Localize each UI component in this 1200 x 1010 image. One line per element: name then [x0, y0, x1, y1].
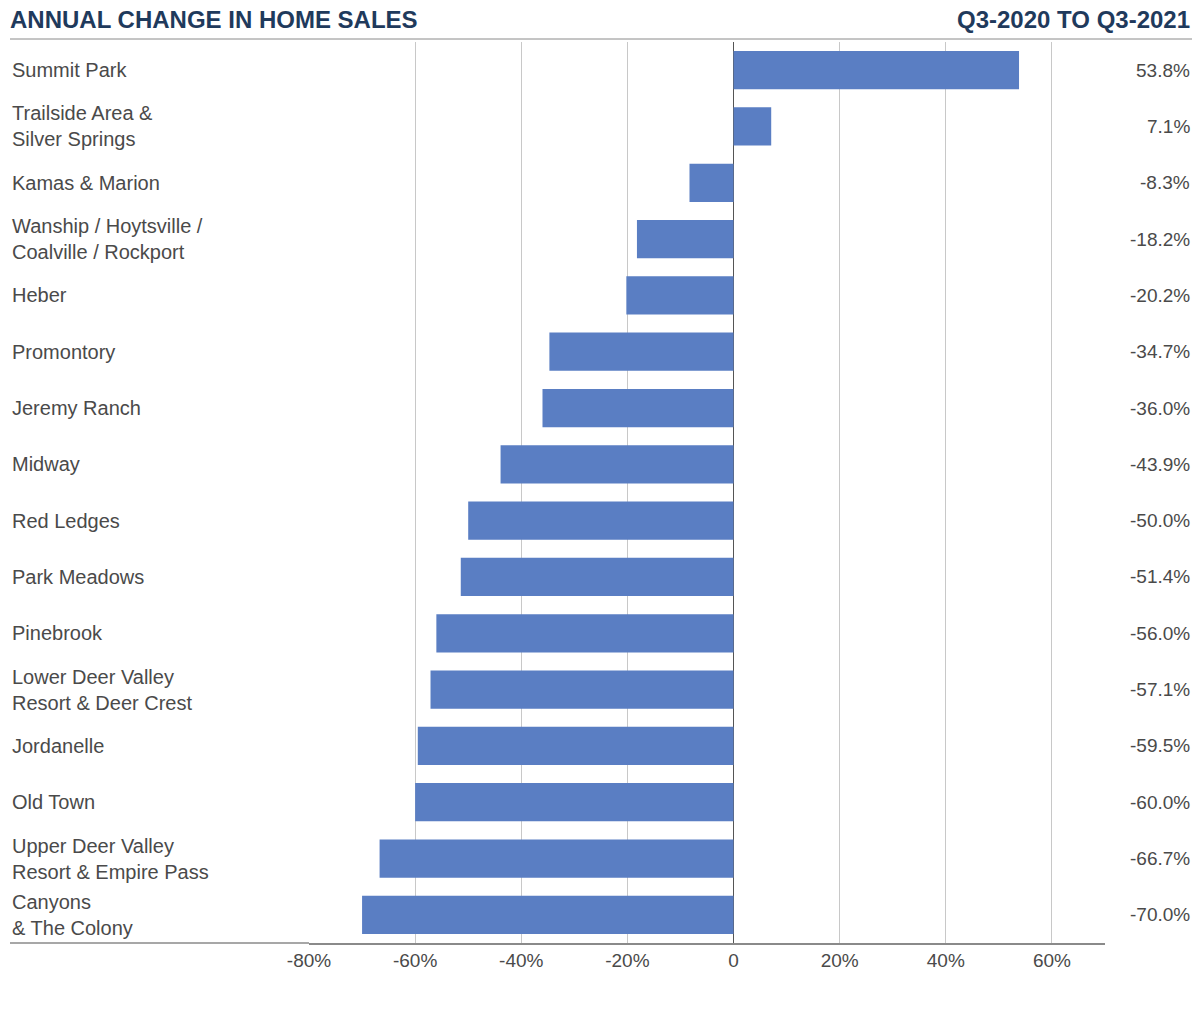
svg-text:-40%: -40% — [499, 950, 543, 971]
svg-text:-56.0%: -56.0% — [1130, 623, 1190, 644]
svg-text:-80%: -80% — [287, 950, 331, 971]
svg-text:-59.5%: -59.5% — [1130, 735, 1190, 756]
svg-text:Jordanelle: Jordanelle — [12, 735, 104, 757]
svg-text:Jeremy Ranch: Jeremy Ranch — [12, 397, 141, 419]
svg-text:Red Ledges: Red Ledges — [12, 510, 120, 532]
svg-text:0: 0 — [728, 950, 739, 971]
svg-text:Trailside Area &Silver Springs: Trailside Area &Silver Springs — [12, 102, 153, 150]
svg-text:Upper Deer ValleyResort & Empi: Upper Deer ValleyResort & Empire Pass — [12, 835, 209, 883]
svg-text:-60%: -60% — [393, 950, 437, 971]
svg-text:Midway: Midway — [12, 453, 80, 475]
svg-text:Park Meadows: Park Meadows — [12, 566, 144, 588]
svg-text:-8.3%: -8.3% — [1140, 172, 1190, 193]
svg-text:20%: 20% — [821, 950, 859, 971]
svg-text:-66.7%: -66.7% — [1130, 848, 1190, 869]
svg-text:-60.0%: -60.0% — [1130, 792, 1190, 813]
svg-text:-20.2%: -20.2% — [1130, 285, 1190, 306]
svg-text:-43.9%: -43.9% — [1130, 454, 1190, 475]
svg-text:60%: 60% — [1033, 950, 1071, 971]
svg-text:-18.2%: -18.2% — [1130, 229, 1190, 250]
svg-text:Pinebrook: Pinebrook — [12, 622, 103, 644]
svg-text:ANNUAL CHANGE IN HOME SALES: ANNUAL CHANGE IN HOME SALES — [10, 6, 418, 33]
svg-text:-57.1%: -57.1% — [1130, 679, 1190, 700]
svg-text:Q3-2020 TO Q3-2021: Q3-2020 TO Q3-2021 — [957, 6, 1190, 33]
svg-text:Lower Deer ValleyResort & Deer: Lower Deer ValleyResort & Deer Crest — [12, 666, 192, 714]
svg-text:Old Town: Old Town — [12, 791, 95, 813]
svg-text:-36.0%: -36.0% — [1130, 398, 1190, 419]
svg-text:Canyons& The Colony: Canyons& The Colony — [12, 891, 133, 939]
svg-text:Heber: Heber — [12, 284, 67, 306]
svg-text:-50.0%: -50.0% — [1130, 510, 1190, 531]
svg-text:7.1%: 7.1% — [1147, 116, 1190, 137]
svg-text:-70.0%: -70.0% — [1130, 904, 1190, 925]
svg-text:-34.7%: -34.7% — [1130, 341, 1190, 362]
svg-text:Summit Park: Summit Park — [12, 59, 127, 81]
svg-text:Wanship / Hoytsville /Coalvill: Wanship / Hoytsville /Coalville / Rockpo… — [12, 215, 203, 263]
svg-text:Promontory: Promontory — [12, 341, 115, 363]
svg-text:-51.4%: -51.4% — [1130, 566, 1190, 587]
svg-text:53.8%: 53.8% — [1136, 60, 1190, 81]
svg-text:Kamas & Marion: Kamas & Marion — [12, 172, 160, 194]
svg-text:40%: 40% — [927, 950, 965, 971]
svg-text:-20%: -20% — [605, 950, 649, 971]
